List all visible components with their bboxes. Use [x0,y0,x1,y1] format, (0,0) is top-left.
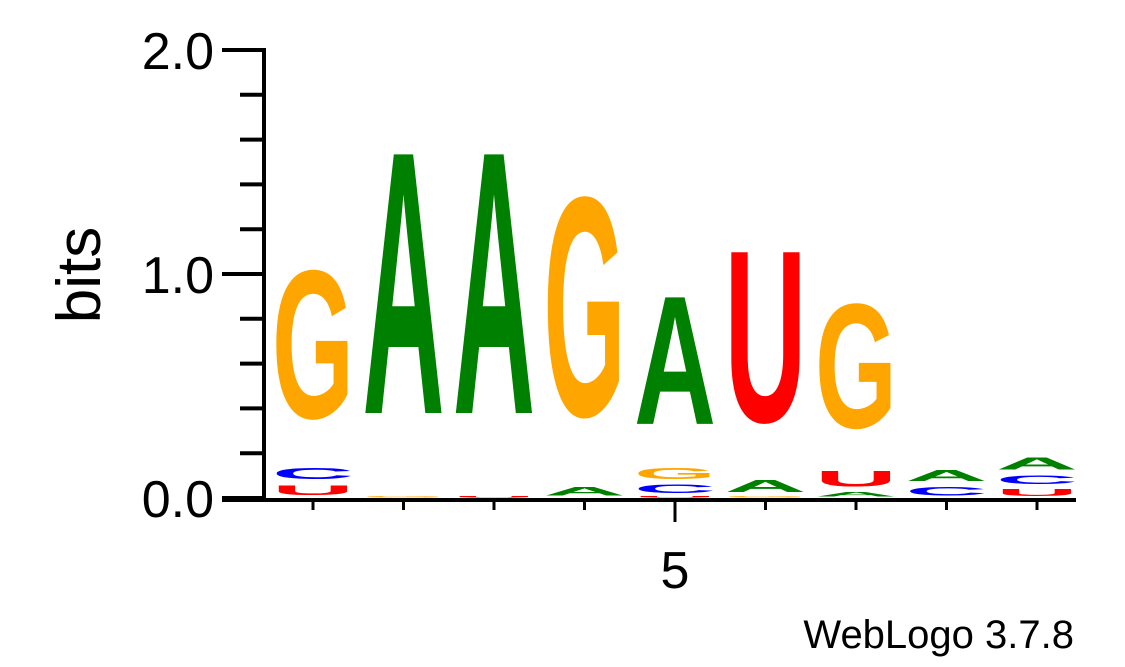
logo-letter-U: U [725,199,807,474]
logo-letter-U: U [634,496,716,498]
logo-letter-A: A [634,259,716,464]
logo-letter-A: A [453,73,535,493]
logo-letter-G: G [634,464,716,482]
x-ticks: 5 [311,500,1039,600]
logo-letter-A: A [906,467,988,485]
y-tick-label: 0.0 [142,471,214,529]
y-axis-label: bits [45,227,114,323]
logo-letter-G: G [363,496,445,498]
logo-letter-G: G [544,131,626,482]
logo-letter-A: A [544,485,626,498]
logo-letter-A: A [363,73,445,493]
logo-letter-G: G [272,227,354,464]
y-ticks: 0.0 1.0 2.0 [142,23,264,529]
logo-letter-A: A [725,476,807,496]
logo-letter-U: U [996,487,1078,498]
logo-letter-C: C [634,482,716,495]
logo-letter-U: U [272,482,354,498]
logo-letter-U: U [815,467,897,491]
logo-letter-U: U [453,496,535,498]
axes: 0.0 1.0 2.0 5 [142,23,1076,600]
logo-letter-G: G [725,496,807,498]
y-tick-label: 1.0 [142,247,214,305]
logo-letter-C: C [906,485,988,498]
logo-letter-G: G [815,267,897,465]
y-tick-label: 2.0 [142,23,214,81]
weblogo-brand: WebLogo 3.7.8 [803,613,1074,657]
logo-letter-C: C [996,473,1078,486]
logo-letter-C: C [272,465,354,483]
logo-letter-A: A [996,453,1078,473]
x-tick-label: 5 [661,542,690,600]
logo-letter-A: A [815,491,897,498]
